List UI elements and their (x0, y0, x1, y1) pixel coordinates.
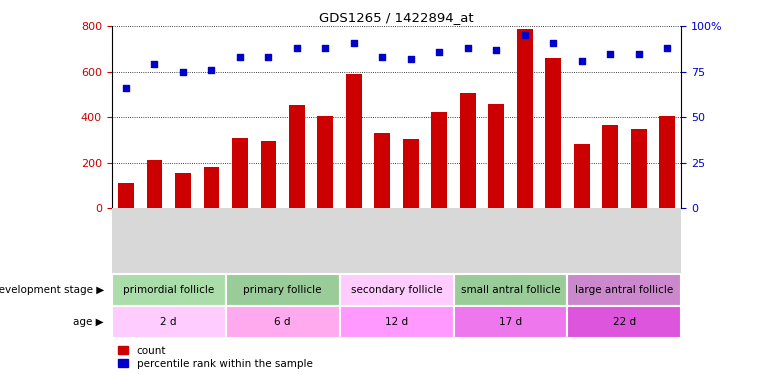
Text: secondary follicle: secondary follicle (351, 285, 442, 295)
Text: 6 d: 6 d (274, 316, 291, 327)
Bar (567, 306, 681, 338)
Point (490, 47, 503, 53)
Point (633, 51, 645, 57)
Point (205, 67, 218, 73)
Point (320, 45, 332, 51)
Point (291, 45, 303, 51)
Point (262, 54, 275, 60)
Bar (403, 139, 419, 208)
Text: primary follicle: primary follicle (243, 285, 322, 295)
Point (376, 54, 388, 60)
Text: large antral follicle: large antral follicle (575, 285, 674, 295)
Bar (203, 167, 219, 208)
Bar (340, 306, 454, 338)
Point (462, 45, 474, 51)
Point (405, 56, 417, 62)
Bar (545, 58, 561, 208)
Bar (454, 306, 567, 338)
Bar (226, 274, 340, 306)
Bar (317, 116, 333, 208)
Point (348, 40, 360, 46)
Bar (488, 104, 504, 208)
Text: 12 d: 12 d (385, 316, 408, 327)
Text: primordial follicle: primordial follicle (123, 285, 214, 295)
Legend: count, percentile rank within the sample: count, percentile rank within the sample (117, 345, 313, 370)
Bar (431, 111, 447, 208)
Bar (146, 160, 162, 208)
Bar (260, 141, 276, 208)
Text: age ▶: age ▶ (73, 316, 104, 327)
Text: 17 d: 17 d (499, 316, 522, 327)
Point (661, 45, 673, 51)
Point (576, 58, 588, 64)
Bar (112, 274, 226, 306)
Bar (340, 274, 454, 306)
Bar (112, 306, 226, 338)
Point (604, 51, 617, 57)
Bar (175, 173, 191, 208)
Bar (374, 133, 390, 208)
Bar (567, 274, 681, 306)
Bar (232, 138, 248, 208)
Bar (631, 129, 647, 208)
Bar (602, 125, 618, 208)
Bar (226, 306, 340, 338)
Bar (574, 144, 590, 208)
Text: small antral follicle: small antral follicle (460, 285, 561, 295)
Bar (517, 28, 533, 208)
Bar (289, 105, 305, 208)
Bar (346, 74, 362, 208)
Point (519, 32, 531, 38)
Point (547, 40, 560, 46)
Bar (460, 93, 476, 208)
Text: 22 d: 22 d (613, 316, 636, 327)
Point (120, 85, 132, 91)
Point (176, 69, 189, 75)
Title: GDS1265 / 1422894_at: GDS1265 / 1422894_at (320, 11, 474, 24)
Point (234, 54, 246, 60)
Point (148, 62, 160, 68)
Text: 2 d: 2 d (160, 316, 177, 327)
Point (433, 49, 445, 55)
Bar (659, 116, 675, 208)
Bar (454, 274, 567, 306)
Text: development stage ▶: development stage ▶ (0, 285, 104, 295)
Bar (118, 183, 134, 208)
